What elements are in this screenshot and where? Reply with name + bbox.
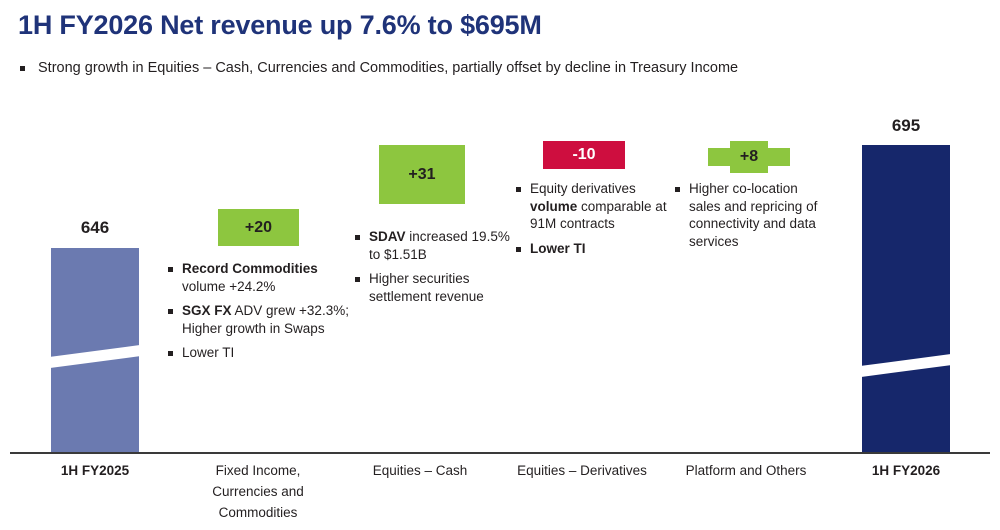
delta-fixed-income[interactable]: +20 [218,209,299,246]
list-item: Lower TI [168,344,350,362]
list-item: Equity derivatives volume comparable at … [516,180,668,233]
commentary-platform-others: Higher co-location sales and repricing o… [675,180,830,257]
list-item-text: volume +24.2% [182,278,276,294]
axis-label-1h-fy2025: 1H FY2025 [35,460,155,481]
list-item-bold: Record Commodities [182,261,318,276]
bar-1h-fy2025[interactable] [51,248,139,452]
axis-label-line: Currencies and [212,484,304,499]
delta-platform-others[interactable]: +8 [730,141,768,173]
axis-label-fixed-income: Fixed Income, Currencies and Commodities [187,460,329,523]
delta-equities-derivatives[interactable]: -10 [543,141,625,169]
square-bullet-icon [168,351,173,356]
axis-label-line: Equities – Derivatives [517,463,647,478]
list-item-bold: SDAV [369,229,406,244]
square-bullet-icon [516,187,521,192]
chart-axis-line [10,452,990,454]
subtitle-text: Strong growth in Equities – Cash, Curren… [38,60,739,76]
list-item-bold: Lower TI [530,240,586,256]
list-item-bold: SGX FX [182,303,232,318]
axis-label-line: Platform and Others [685,463,807,478]
list-item-text: comparable at 91M contracts [530,198,667,232]
commentary-equities-cash: SDAV increased 19.5% to $1.51B Higher se… [355,228,515,312]
square-bullet-icon [355,277,360,282]
list-item-text: Higher securities settlement revenue [369,271,484,304]
square-bullet-icon [168,267,173,272]
list-item: SGX FX ADV grew +32.3%; Higher growth in… [168,302,350,337]
list-item: Record Commodities volume +24.2% [168,260,350,295]
axis-label-line: Fixed Income, [215,463,301,478]
list-item: SDAV increased 19.5% to $1.51B [355,228,515,263]
list-item: Lower TI [516,240,668,258]
commentary-equities-derivatives: Equity derivatives volume comparable at … [516,180,668,264]
axis-label-line: Equities – Cash [372,463,468,478]
list-item: Higher securities settlement revenue [355,270,515,305]
list-item-bold: volume [530,198,578,214]
list-item-text: increased 19.5% to $1.51B [369,229,510,262]
list-item-text: Higher co-location sales and repricing o… [689,181,818,249]
square-bullet-icon [516,246,521,252]
list-item-text-pre: Equity derivatives [530,181,636,196]
bar-value-1h-fy2025: 646 [80,218,110,237]
bar-value-1h-fy2026: 695 [891,116,921,135]
square-bullet-icon [20,66,25,71]
list-item: Higher co-location sales and repricing o… [675,180,830,250]
commentary-fixed-income: Record Commodities volume +24.2% SGX FX … [168,260,350,369]
subtitle-bullet-row: Strong growth in Equities – Cash, Curren… [20,59,738,77]
bar-1h-fy2026[interactable] [862,145,950,452]
square-bullet-icon [355,235,360,240]
axis-label-line: 1H FY2026 [871,463,941,478]
list-item-text: Lower TI [182,345,235,360]
axis-break-slash-icon-2 [862,353,950,378]
axis-label-1h-fy2026: 1H FY2026 [846,460,966,481]
square-bullet-icon [168,309,173,314]
delta-equities-cash[interactable]: +31 [379,145,465,204]
axis-label-platform-others: Platform and Others [667,460,825,481]
page-title: 1H FY2026 Net revenue up 7.6% to $695M [18,10,542,40]
axis-break-slash-icon [51,344,139,369]
axis-label-line: 1H FY2025 [60,463,130,478]
axis-label-line: Commodities [218,505,298,520]
axis-label-equities-derivatives: Equities – Derivatives [500,460,664,481]
axis-label-equities-cash: Equities – Cash [352,460,488,481]
list-item-text: ADV grew +32.3%; Higher growth in Swaps [182,303,349,336]
square-bullet-icon [675,187,680,192]
